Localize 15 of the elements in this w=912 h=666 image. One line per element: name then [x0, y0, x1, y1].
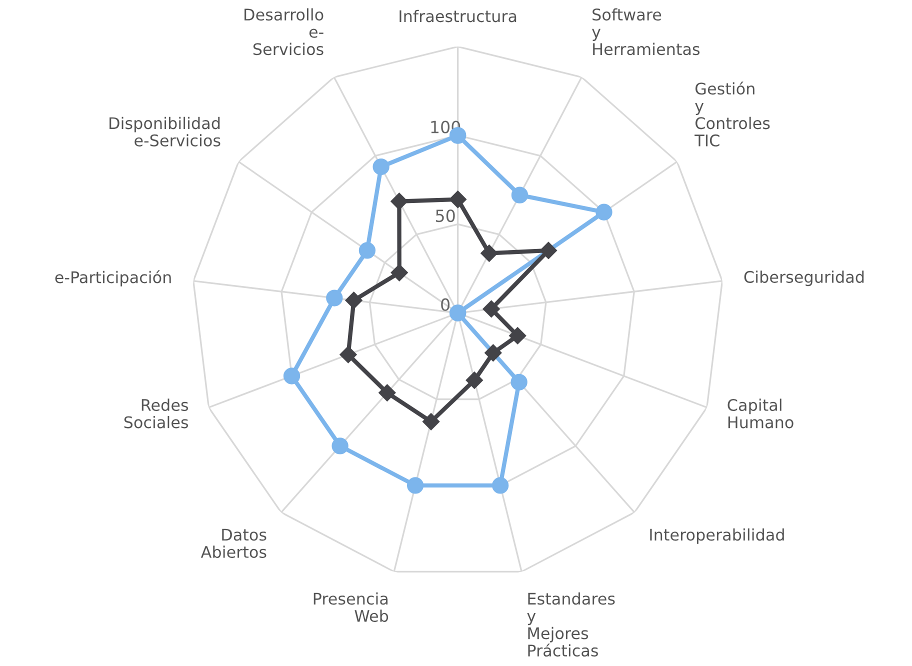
spoke-label: Desarrollo e- Servicios	[244, 8, 324, 56]
spoke-label: Software y Herramientas	[592, 8, 700, 56]
spoke-label: e-Participación	[55, 270, 171, 286]
spoke-label: Gestión y Controles TIC	[694, 82, 770, 146]
y-tick-label: 0	[441, 298, 450, 311]
spoke-label: Capital Humano	[728, 398, 794, 428]
spoke-label: Disponibilidad e-Servicios	[110, 116, 220, 146]
spoke-label: Redes Sociales	[124, 398, 188, 428]
spoke-label: Presencia Web	[314, 592, 388, 622]
spoke-label: Datos Abiertos	[200, 528, 266, 558]
spoke-label: Estandares y Mejores Prácticas	[527, 592, 615, 657]
spoke-label: Infraestructura	[400, 10, 516, 22]
spoke-label: Interoperabilidad	[650, 528, 784, 544]
y-tick-label: 50	[436, 210, 455, 222]
spoke-label: Ciberseguridad	[744, 270, 864, 286]
